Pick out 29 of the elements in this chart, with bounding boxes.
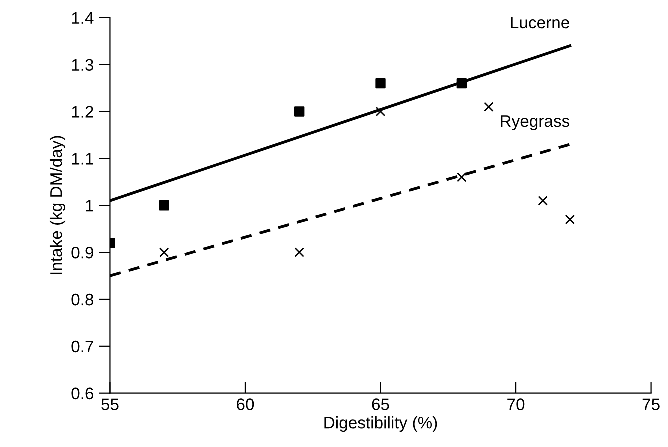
- y-tick-label: 1.3: [72, 59, 94, 72]
- point: [456, 78, 468, 89]
- point: [294, 106, 305, 117]
- x-tick-label: 70: [508, 398, 525, 410]
- point: [457, 172, 467, 182]
- point: [376, 78, 386, 89]
- point: [159, 200, 170, 211]
- y-tick-label: 1.4: [72, 12, 94, 24]
- y-tick-label: 0.8: [72, 294, 94, 306]
- x-tick-label: 60: [237, 398, 254, 410]
- point: [484, 102, 494, 112]
- y-axis-title: Intake (kg DM/day): [50, 136, 66, 274]
- point: [159, 248, 170, 258]
- x-axis-title: Digestibility (%): [324, 416, 438, 432]
- series-label: Lucerne: [511, 17, 570, 29]
- y-tick-label: 0.6: [72, 388, 94, 400]
- series-label: Ryegrass: [501, 116, 570, 131]
- point: [565, 214, 575, 225]
- x-tick-label: 65: [372, 398, 390, 410]
- y-tick-label: 1.2: [72, 106, 94, 118]
- point: [376, 106, 386, 117]
- y-tick-label: 0.9: [72, 246, 94, 259]
- y-tick-label: 1: [86, 200, 94, 212]
- x-tick-label: 55: [102, 398, 119, 410]
- y-tick-label: 1.1: [72, 153, 94, 165]
- point: [538, 196, 548, 206]
- point: [294, 248, 304, 258]
- y-tick-label: 0.7: [72, 340, 94, 353]
- x-tick-label: 75: [642, 398, 660, 410]
